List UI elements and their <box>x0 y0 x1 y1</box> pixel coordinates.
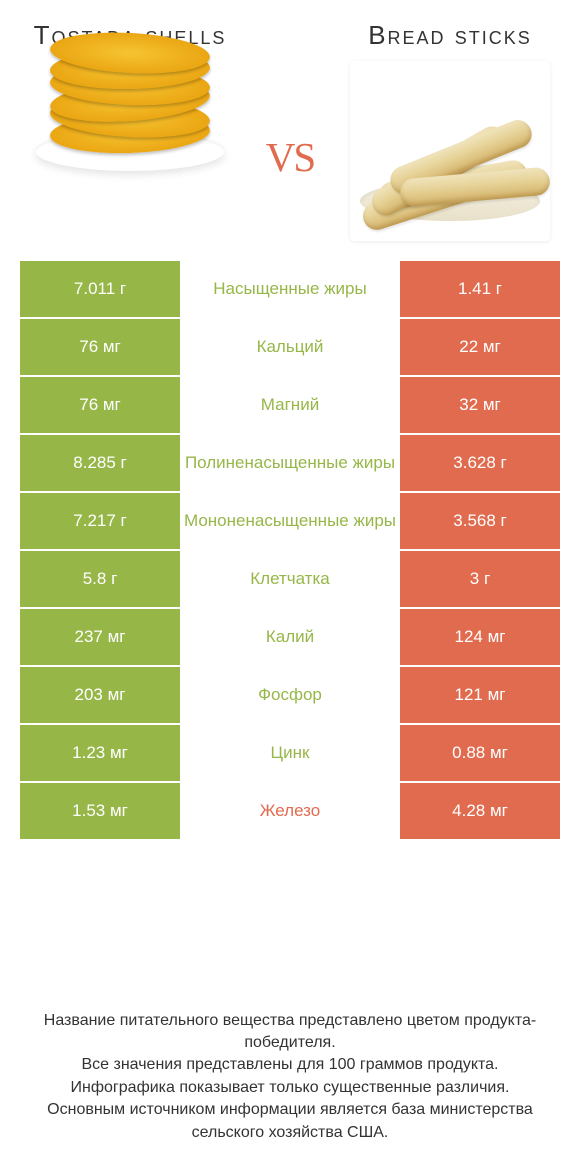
title-right: Bread sticks <box>350 20 550 51</box>
vs-label: vs <box>266 118 314 185</box>
table-row: 5.8 гКлетчатка3 г <box>20 551 560 607</box>
value-right: 22 мг <box>400 319 560 375</box>
value-left: 7.217 г <box>20 493 180 549</box>
table-row: 237 мгКалий124 мг <box>20 609 560 665</box>
value-right: 0.88 мг <box>400 725 560 781</box>
footer-line2: Все значения представлены для 100 граммо… <box>20 1054 560 1076</box>
value-left: 1.23 мг <box>20 725 180 781</box>
table-row: 8.285 гПолиненасыщенные жиры3.628 г <box>20 435 560 491</box>
table-row: 1.23 мгЦинк0.88 мг <box>20 725 560 781</box>
table-row: 76 мгКальций22 мг <box>20 319 560 375</box>
footer-line3: Инфографика показывает только существенн… <box>20 1077 560 1099</box>
value-right: 32 мг <box>400 377 560 433</box>
value-left: 8.285 г <box>20 435 180 491</box>
table-row: 1.53 мгЖелезо4.28 мг <box>20 783 560 839</box>
footer-line4: Основным источником информации является … <box>20 1099 560 1144</box>
nutrient-label: Клетчатка <box>180 551 400 607</box>
value-right: 3.628 г <box>400 435 560 491</box>
nutrient-label: Насыщенные жиры <box>180 261 400 317</box>
value-left: 1.53 мг <box>20 783 180 839</box>
value-left: 203 мг <box>20 667 180 723</box>
nutrient-label: Железо <box>180 783 400 839</box>
table-row: 7.011 гНасыщенные жиры1.41 г <box>20 261 560 317</box>
nutrient-label: Калий <box>180 609 400 665</box>
value-right: 121 мг <box>400 667 560 723</box>
nutrient-label: Кальций <box>180 319 400 375</box>
images-row: vs <box>0 61 580 261</box>
table-row: 7.217 гМононенасыщенные жиры3.568 г <box>20 493 560 549</box>
footer-text: Название питательного вещества представл… <box>0 1010 580 1144</box>
tostada-image <box>30 61 230 241</box>
nutrient-label: Цинк <box>180 725 400 781</box>
nutrient-label: Полиненасыщенные жиры <box>180 435 400 491</box>
value-left: 5.8 г <box>20 551 180 607</box>
value-left: 7.011 г <box>20 261 180 317</box>
nutrient-label: Фосфор <box>180 667 400 723</box>
table-row: 203 мгФосфор121 мг <box>20 667 560 723</box>
value-right: 3 г <box>400 551 560 607</box>
table-row: 76 мгМагний32 мг <box>20 377 560 433</box>
nutrient-label: Магний <box>180 377 400 433</box>
value-left: 76 мг <box>20 319 180 375</box>
value-right: 3.568 г <box>400 493 560 549</box>
value-left: 237 мг <box>20 609 180 665</box>
breadsticks-image <box>350 61 550 241</box>
value-right: 4.28 мг <box>400 783 560 839</box>
nutrient-label: Мононенасыщенные жиры <box>180 493 400 549</box>
value-right: 1.41 г <box>400 261 560 317</box>
value-right: 124 мг <box>400 609 560 665</box>
comparison-table: 7.011 гНасыщенные жиры1.41 г76 мгКальций… <box>0 261 580 839</box>
value-left: 76 мг <box>20 377 180 433</box>
footer-line1: Название питательного вещества представл… <box>20 1010 560 1055</box>
